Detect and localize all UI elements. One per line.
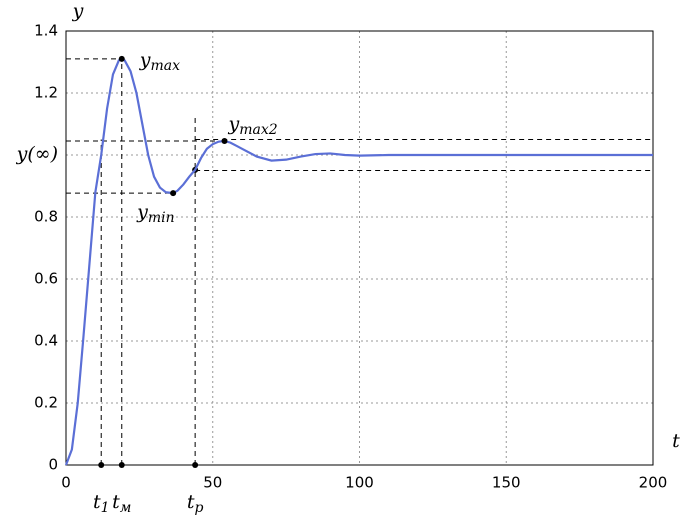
y-tick-label: 0.6 (34, 270, 58, 288)
marker-dot (221, 138, 228, 145)
marker-dot (98, 462, 105, 468)
annotation: t1 (93, 491, 110, 516)
marker-dot (192, 462, 199, 468)
annotation-sub: max (150, 58, 180, 74)
annotation: ymin (136, 201, 175, 226)
annotation: tp (187, 491, 204, 516)
annotation-sub: p (194, 500, 203, 516)
y-tick-label: 1.2 (34, 84, 58, 102)
marker-dot (118, 55, 125, 62)
y-axis-label: y (72, 0, 84, 22)
x-tick-label: 100 (345, 474, 374, 492)
marker-dot (170, 190, 177, 197)
x-tick-label: 200 (639, 474, 668, 492)
annotation-sub: max2 (239, 122, 278, 138)
annotation: ymax (139, 49, 180, 74)
annotation-sub: м (120, 500, 132, 516)
x-tick-label: 0 (61, 474, 71, 492)
x-axis-label: t (672, 430, 680, 452)
annotation-name: t (187, 491, 195, 513)
y-tick-label: 0.8 (34, 208, 58, 226)
annotation: ymax2 (227, 113, 277, 138)
annotation-sub: 1 (101, 500, 110, 516)
annotation-name: y (227, 113, 239, 135)
y-tick-label: 1.4 (34, 22, 58, 40)
y-tick-label: 0.2 (34, 394, 58, 412)
annotation-sub: min (148, 210, 175, 226)
y-tick-label: y(∞) (16, 143, 58, 165)
x-tick-label: 150 (492, 474, 521, 492)
marker-dot (118, 462, 125, 468)
plot-frame (65, 30, 654, 466)
annotation-name: t (93, 491, 101, 513)
annotation: tм (112, 491, 131, 516)
line-series (64, 57, 653, 466)
annotation-name: t (112, 491, 120, 513)
y-tick-label: 0.4 (34, 332, 58, 350)
y-tick-label: 0 (48, 456, 58, 474)
annotation-name: y (139, 49, 151, 71)
x-tick-label: 50 (203, 474, 222, 492)
annotation-name: y (136, 201, 148, 223)
